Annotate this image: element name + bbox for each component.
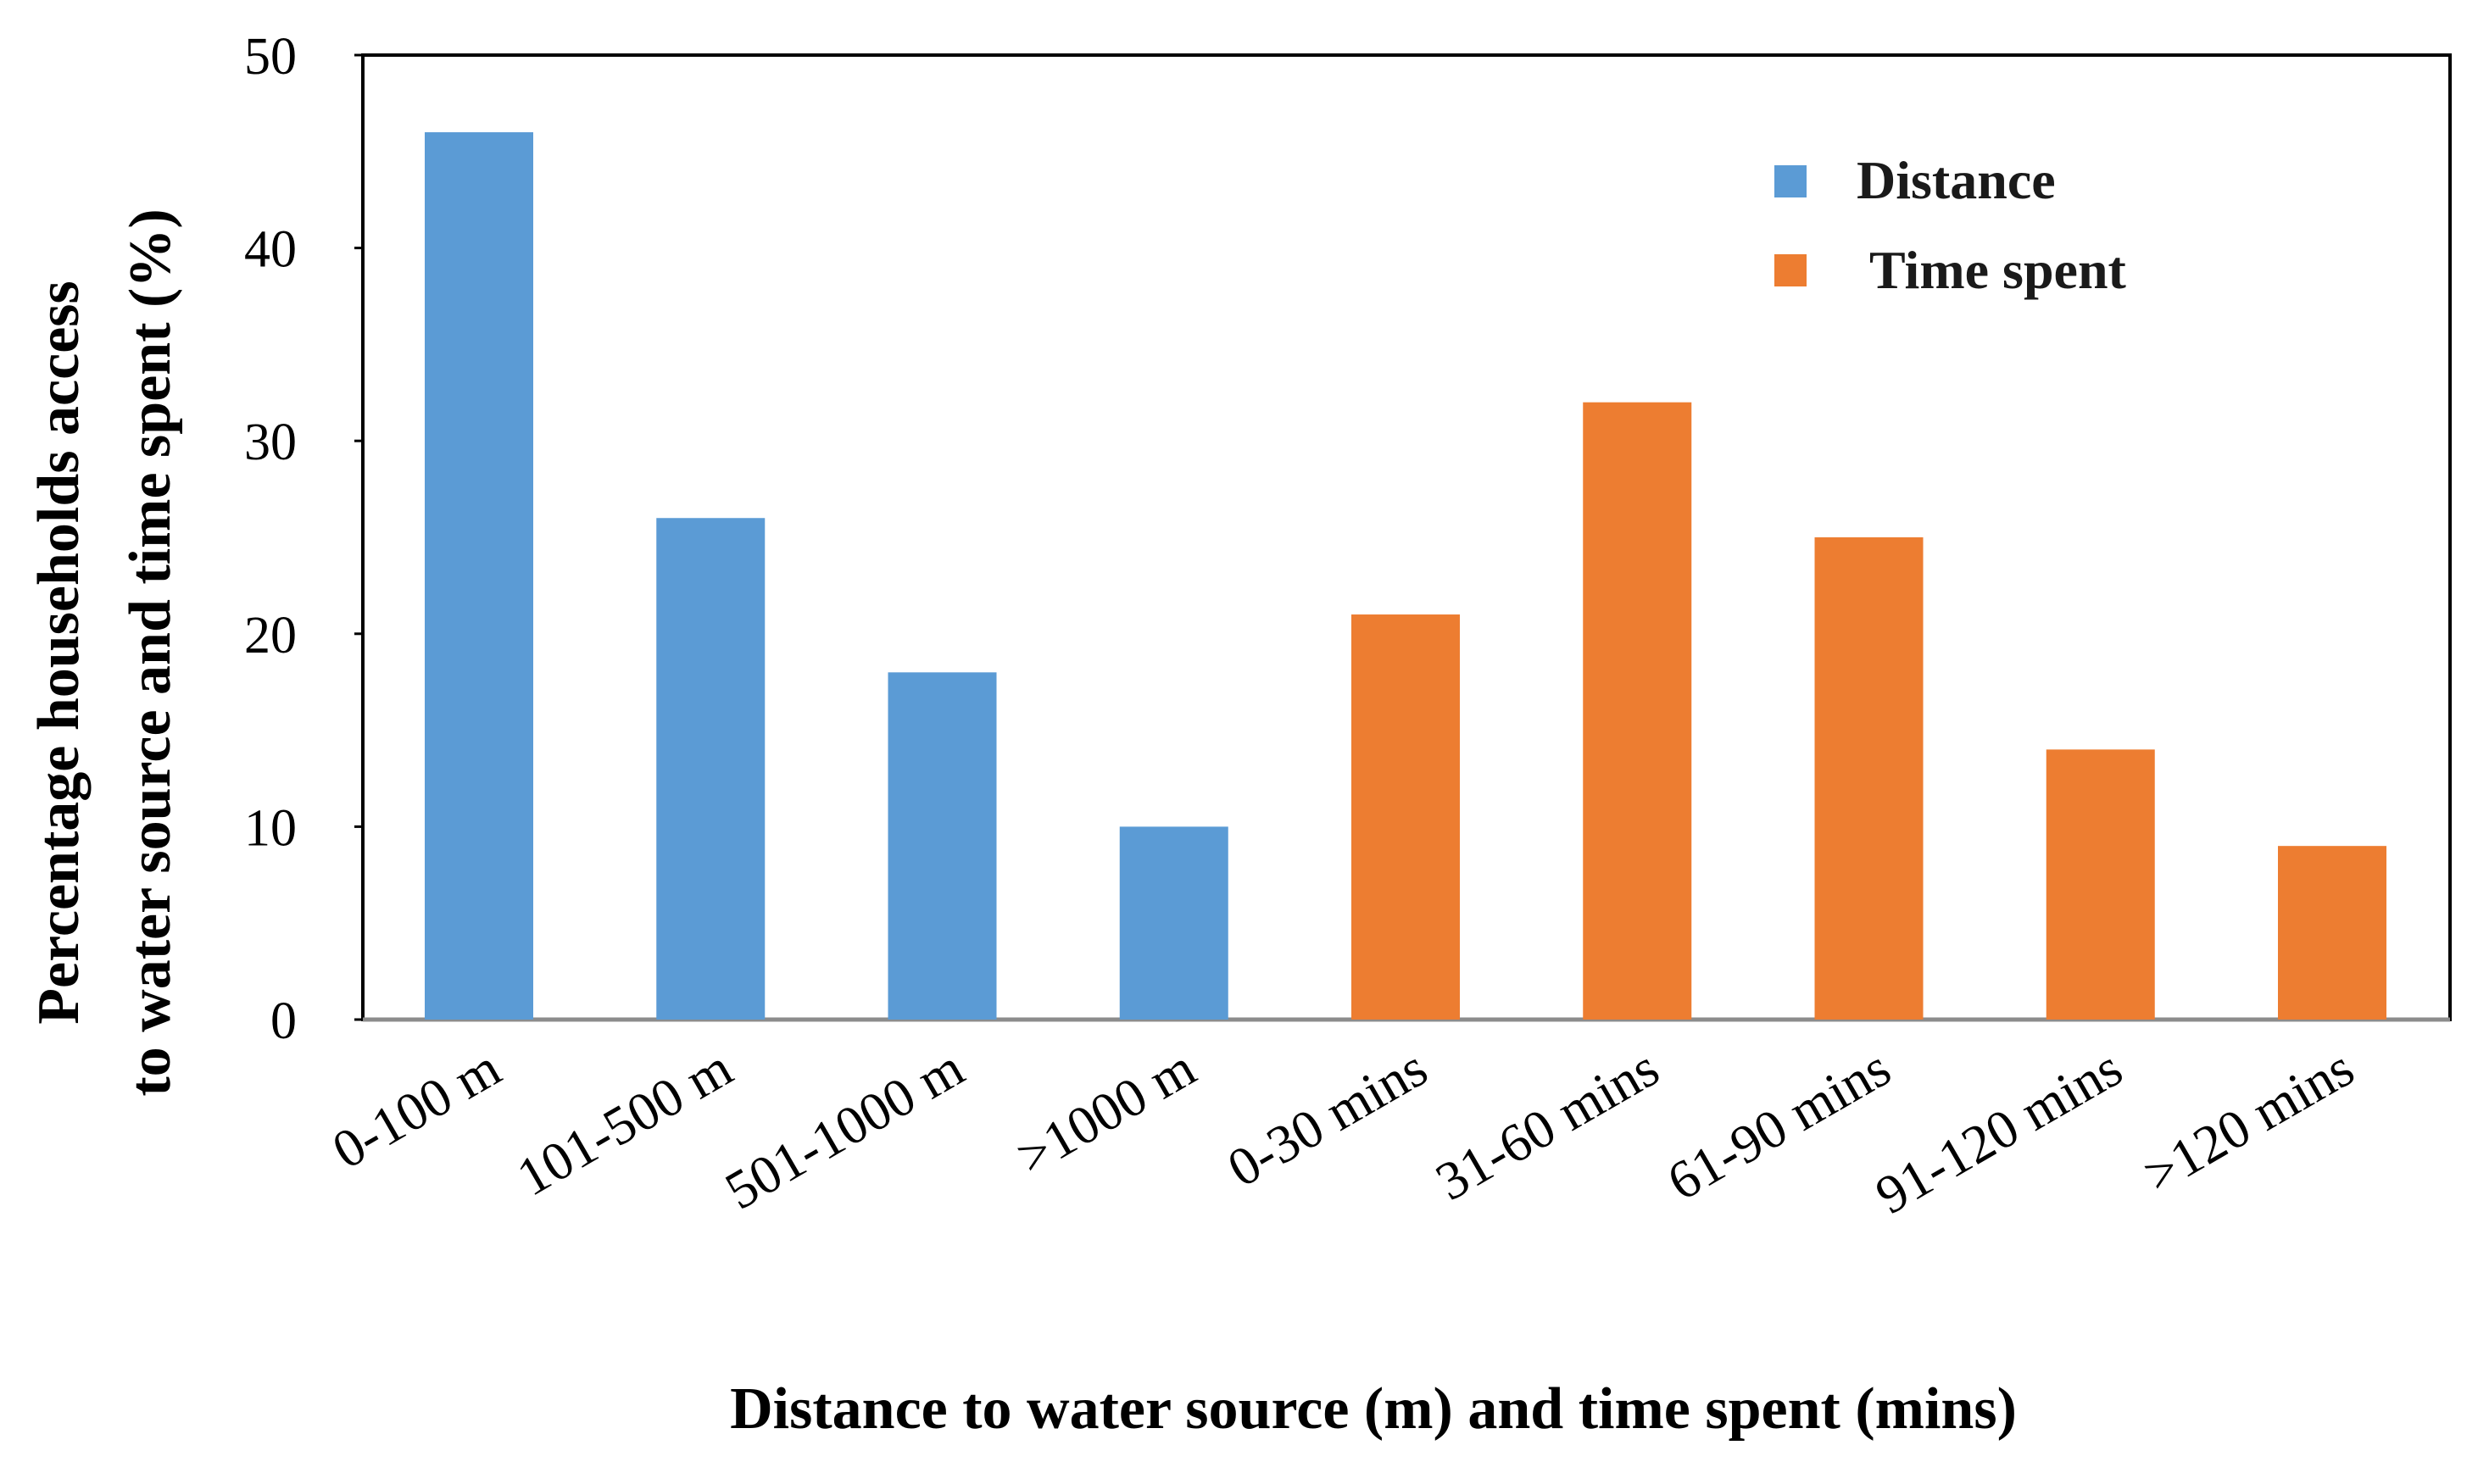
y-tick-label: 20 bbox=[244, 607, 297, 664]
x-tick-label: 101-500 m bbox=[507, 1037, 742, 1208]
y-axis: 0 10 20 30 40 50 bbox=[244, 28, 363, 1050]
y-tick-label: 30 bbox=[244, 414, 297, 471]
bar-distance-0 bbox=[425, 132, 533, 1020]
x-tick-label: 0-100 m bbox=[322, 1037, 510, 1181]
y-tick-label: 40 bbox=[244, 221, 297, 279]
legend: Distance Time spent bbox=[1774, 150, 2127, 300]
x-tick-label: 0-30 mins bbox=[1217, 1037, 1437, 1198]
legend-label-distance: Distance bbox=[1857, 150, 2056, 210]
legend-swatch-time-spent bbox=[1774, 254, 1807, 286]
legend-swatch-distance bbox=[1774, 165, 1807, 197]
bar-distance-3 bbox=[1119, 826, 1228, 1020]
x-tick-label: 91-120 mins bbox=[1866, 1037, 2132, 1226]
x-tick-label: >1000 m bbox=[1006, 1037, 1206, 1187]
x-axis-title: Distance to water source (m) and time sp… bbox=[730, 1376, 2017, 1442]
y-tick-label: 50 bbox=[244, 28, 297, 86]
bar-time-spent-5 bbox=[1583, 402, 1692, 1020]
y-axis-title-line-1: Percentage households access bbox=[26, 281, 92, 1025]
x-tick-label: 31-60 mins bbox=[1426, 1037, 1668, 1212]
bar-time-spent-8 bbox=[2278, 846, 2386, 1020]
legend-label-time-spent: Time spent bbox=[1869, 240, 2127, 300]
x-tick-label: 61-90 mins bbox=[1657, 1037, 1900, 1212]
y-axis-title-line-2: to water source and time spent (%) bbox=[118, 208, 183, 1096]
x-tick-label: 501-1000 m bbox=[716, 1037, 974, 1221]
y-axis-title: Percentage households access to water so… bbox=[26, 208, 183, 1096]
y-tick-label: 10 bbox=[244, 799, 297, 857]
bar-time-spent-7 bbox=[2046, 749, 2155, 1020]
bar-distance-2 bbox=[888, 672, 997, 1020]
bars bbox=[425, 132, 2386, 1020]
y-tick-label: 0 bbox=[270, 992, 297, 1050]
bar-time-spent-6 bbox=[1814, 537, 1924, 1020]
bar-time-spent-4 bbox=[1351, 614, 1460, 1020]
bar-distance-1 bbox=[656, 518, 766, 1020]
x-tick-label: >120 mins bbox=[2133, 1037, 2364, 1205]
